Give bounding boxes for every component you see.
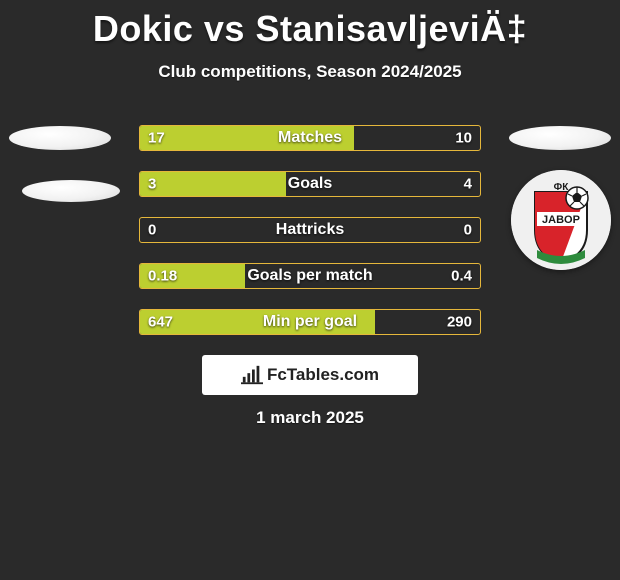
placeholder-shape <box>22 180 120 202</box>
stat-row: 3 4 Goals <box>139 171 481 197</box>
stat-value-left: 17 <box>148 130 165 147</box>
svg-text:JABOP: JABOP <box>542 214 580 226</box>
player-left-avatar <box>10 108 110 208</box>
bar-chart-icon <box>241 364 263 386</box>
club-badge-icon: ФК JABOP <box>511 170 611 270</box>
stat-label: Min per goal <box>263 313 357 331</box>
page-title: Dokic vs StanisavljeviÄ‡ <box>0 8 620 50</box>
stat-bar-left <box>140 172 286 196</box>
stat-value-right: 290 <box>447 314 472 331</box>
stats-table: 17 10 Matches 3 4 Goals 0 0 Hattricks 0.18 0.4 Goal… <box>139 125 481 355</box>
subtitle: Club competitions, Season 2024/2025 <box>0 62 620 82</box>
stat-label: Hattricks <box>276 221 344 239</box>
player-right-avatar: ФК JABOP <box>510 108 610 208</box>
stat-value-left: 647 <box>148 314 173 331</box>
svg-text:ФК: ФК <box>554 182 570 193</box>
date-label: 1 march 2025 <box>0 408 620 428</box>
stat-label: Goals <box>288 175 332 193</box>
stat-label: Matches <box>278 129 342 147</box>
stat-value-right: 10 <box>455 130 472 147</box>
stat-value-left: 0 <box>148 222 156 239</box>
stat-row: 17 10 Matches <box>139 125 481 151</box>
stat-row: 0.18 0.4 Goals per match <box>139 263 481 289</box>
stat-label: Goals per match <box>247 267 372 285</box>
comparison-infographic: Dokic vs StanisavljeviÄ‡ Club competitio… <box>0 0 620 580</box>
stat-value-left: 3 <box>148 176 156 193</box>
stat-row: 0 0 Hattricks <box>139 217 481 243</box>
brand-badge: FcTables.com <box>202 355 418 395</box>
stat-value-right: 0 <box>464 222 472 239</box>
placeholder-shape <box>509 126 611 150</box>
stat-value-left: 0.18 <box>148 268 177 285</box>
stat-value-right: 0.4 <box>451 268 472 285</box>
stat-row: 647 290 Min per goal <box>139 309 481 335</box>
brand-text: FcTables.com <box>267 365 379 385</box>
stat-value-right: 4 <box>464 176 472 193</box>
placeholder-shape <box>9 126 111 150</box>
